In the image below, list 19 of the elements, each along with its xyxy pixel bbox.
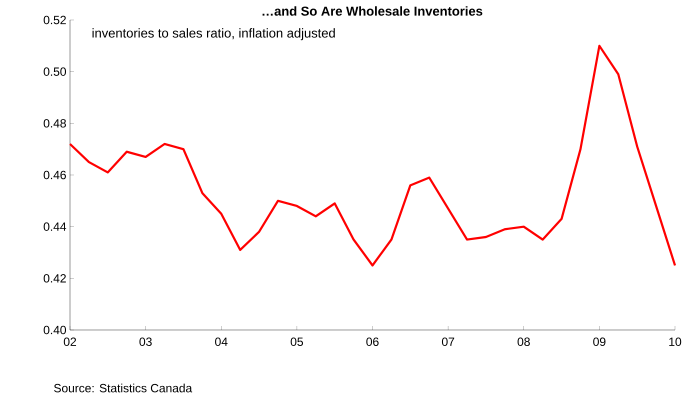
x-tick-label: 07 <box>442 338 454 346</box>
x-tick-label: 08 <box>518 338 530 346</box>
x-tick-label: 03 <box>139 338 152 346</box>
source-note: Source: Statistics Canada <box>54 384 192 392</box>
chart-title: …and So Are Wholesale Inventories <box>262 6 482 16</box>
x-tick-label: 09 <box>593 338 606 346</box>
y-tick-label: 0.46 <box>44 170 66 180</box>
y-tick-label: 0.50 <box>44 67 66 76</box>
x-tick-label: 06 <box>366 338 379 346</box>
x-tick-label: 10 <box>669 338 682 346</box>
x-tick-label: 04 <box>215 338 228 346</box>
y-tick-label: 0.44 <box>44 222 66 231</box>
y-tick-label: 0.48 <box>44 119 66 128</box>
text: inventories to sales ratio, inflation adjusted <box>92 28 335 40</box>
y-tick-label: 0.42 <box>44 274 66 283</box>
y-tick-label: 0.40 <box>44 326 66 334</box>
x-tick-label: 02 <box>64 338 76 346</box>
x-tick-label: 05 <box>290 338 304 346</box>
y-tick-label: 0.52 <box>44 16 66 24</box>
